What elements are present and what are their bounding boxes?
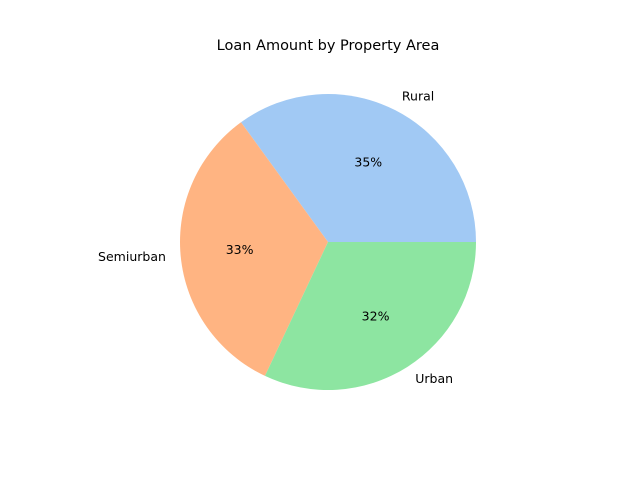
slice-percent-urban: 32% bbox=[362, 308, 390, 323]
pie-slices bbox=[180, 94, 476, 390]
slice-percent-semiurban: 33% bbox=[226, 242, 254, 257]
pie-slice-semiurban bbox=[180, 122, 328, 376]
pie-labels: Rural 35% Semiurban 33% Urban 32% bbox=[98, 88, 453, 386]
slice-label-urban: Urban bbox=[415, 371, 453, 386]
slice-label-rural: Rural bbox=[402, 88, 434, 103]
slice-percent-rural: 35% bbox=[354, 154, 382, 169]
chart-title: Loan Amount by Property Area bbox=[217, 38, 440, 54]
slice-label-semiurban: Semiurban bbox=[98, 249, 166, 264]
pie-slice-rural bbox=[241, 94, 476, 243]
pie-slice-urban bbox=[264, 242, 476, 390]
